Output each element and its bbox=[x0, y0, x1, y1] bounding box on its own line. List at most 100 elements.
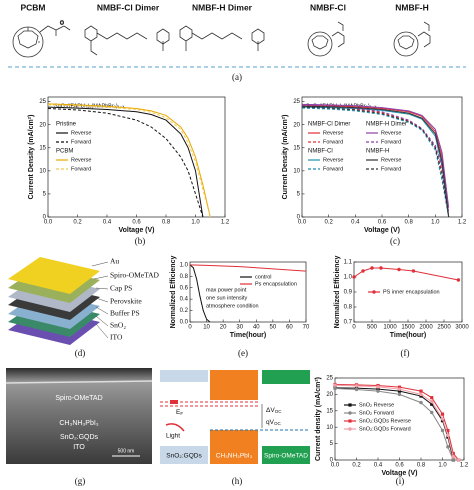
x-tick-label: 0.8 bbox=[417, 463, 426, 469]
annotation: one sun intensity bbox=[206, 295, 248, 301]
legend-label: Forward bbox=[381, 139, 401, 145]
x-tick-label: 1.0 bbox=[431, 220, 440, 226]
point bbox=[419, 400, 423, 405]
point bbox=[440, 412, 445, 416]
point bbox=[376, 385, 380, 389]
x-tick-label: 0.4 bbox=[103, 220, 112, 226]
fermi-label-sub: F bbox=[180, 411, 183, 416]
legend-group: PCBM bbox=[56, 149, 73, 155]
layer-label: Au bbox=[110, 257, 119, 266]
x-tick-label: 50 bbox=[270, 325, 277, 331]
band-label: Spiro-OMeTAD bbox=[264, 453, 308, 460]
x-tick-label: 1.0 bbox=[191, 220, 200, 226]
layer-label: Perovskite bbox=[110, 297, 142, 306]
legend-marker bbox=[348, 411, 352, 415]
y-axis-label: Normalized Efficiency bbox=[170, 256, 177, 329]
point bbox=[354, 384, 359, 388]
y-tick-label: 25 bbox=[293, 99, 300, 105]
y-tick-label: 0.9 bbox=[344, 290, 353, 296]
legend-label: Forward bbox=[71, 139, 91, 145]
point bbox=[376, 387, 380, 391]
point bbox=[456, 278, 461, 282]
annotation: atmosphere condition bbox=[206, 303, 259, 309]
legend-group: NMBF-H bbox=[366, 149, 389, 155]
point bbox=[451, 458, 455, 462]
point bbox=[430, 410, 434, 415]
panel-label: (c) bbox=[390, 236, 400, 246]
series-line bbox=[334, 384, 460, 461]
x-axis-label: Voltage (V) bbox=[381, 470, 417, 477]
y-tick-label: 25 bbox=[326, 376, 333, 382]
x-tick-label: 2000 bbox=[419, 325, 433, 331]
series-line bbox=[301, 107, 450, 218]
point bbox=[446, 428, 450, 433]
point bbox=[440, 428, 445, 433]
y-tick-label: 0.2 bbox=[180, 308, 189, 314]
legend-marker bbox=[348, 427, 352, 431]
svg-text:O: O bbox=[60, 20, 64, 26]
series-line bbox=[301, 106, 450, 218]
x-axis-label: Voltage (V) bbox=[364, 227, 400, 234]
point bbox=[397, 267, 401, 272]
molecule-name: PCBM bbox=[20, 2, 45, 12]
y-axis-label: Normalized Efficiency bbox=[334, 256, 341, 329]
point bbox=[430, 399, 434, 404]
x-axis-label: Time(hour) bbox=[230, 332, 266, 339]
layer-label: ITO bbox=[110, 333, 123, 342]
series-line bbox=[301, 103, 450, 208]
legend-label: Forward bbox=[323, 139, 343, 145]
y-tick-label: 1.0 bbox=[344, 275, 353, 281]
y-axis-label: Current Density (mA/cm²) bbox=[28, 115, 35, 200]
dvoc-sub: OC bbox=[275, 409, 283, 414]
y-tick-label: 20 bbox=[39, 122, 46, 128]
panel-label: (b) bbox=[135, 236, 146, 246]
x-tick-label: 70 bbox=[303, 325, 310, 331]
qvoc-main: qV bbox=[266, 419, 275, 426]
qvoc-label: qVOC bbox=[266, 419, 281, 426]
legend-label: Forward bbox=[71, 166, 91, 172]
panel-label: (e) bbox=[238, 348, 248, 358]
legend-label: Reverse bbox=[381, 157, 401, 163]
point bbox=[419, 389, 423, 393]
legend-marker bbox=[348, 419, 352, 423]
y-tick-label: 10 bbox=[293, 168, 300, 174]
sem-label: ITO bbox=[73, 444, 85, 451]
legend-label: Reverse bbox=[323, 130, 343, 136]
molecule-name: NMBF-Cl bbox=[310, 2, 346, 12]
x-tick-label: 3000 bbox=[455, 325, 469, 331]
y-tick-label: 15 bbox=[326, 408, 333, 414]
point bbox=[361, 269, 365, 273]
y-axis-label: Current density (mA/cm²) bbox=[315, 377, 322, 461]
x-tick-label: 30 bbox=[236, 325, 243, 331]
series-line bbox=[47, 106, 204, 218]
y-tick-label: 15 bbox=[39, 145, 46, 151]
legend-label: Reverse bbox=[381, 130, 401, 136]
point bbox=[419, 392, 423, 397]
y-tick-label: 10 bbox=[326, 425, 333, 431]
x-tick-label: 0.4 bbox=[351, 220, 360, 226]
series-line bbox=[189, 264, 307, 272]
layer-label: Buffer PS bbox=[110, 309, 140, 318]
y-tick-label: 5 bbox=[43, 192, 47, 198]
point bbox=[456, 458, 461, 462]
x-tick-label: 60 bbox=[286, 325, 293, 331]
sem-image bbox=[6, 368, 152, 464]
fermi-label: EF bbox=[176, 409, 183, 416]
y-tick-label: 0 bbox=[297, 215, 301, 221]
y-tick-label: 15 bbox=[293, 145, 300, 151]
x-tick-label: 20 bbox=[220, 325, 227, 331]
point bbox=[397, 387, 402, 391]
y-tick-label: 10 bbox=[39, 168, 46, 174]
molecule-name: NMBF-Cl Dimer bbox=[97, 2, 160, 12]
point bbox=[446, 445, 450, 449]
y-tick-label: 0.0 bbox=[180, 320, 189, 326]
point bbox=[376, 389, 380, 393]
panel-label: (f) bbox=[401, 348, 410, 358]
series-line bbox=[353, 267, 459, 281]
layer-label: Cap PS bbox=[110, 284, 132, 293]
legend-marker bbox=[372, 290, 376, 294]
legend-group: NMBF-Cl bbox=[308, 149, 333, 155]
legend-label: Reverse bbox=[71, 157, 91, 163]
x-tick-label: 0.0 bbox=[298, 220, 307, 226]
x-tick-label: 500 bbox=[367, 325, 378, 331]
